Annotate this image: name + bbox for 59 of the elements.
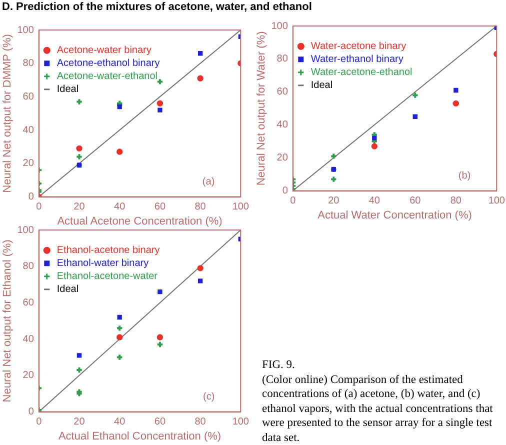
x-tick-label: 0 bbox=[36, 202, 42, 213]
x-tick-label: 100 bbox=[232, 416, 250, 428]
x-axis-title: Actual Ethanol Concentration (%) bbox=[58, 430, 222, 442]
x-tick-label: 60 bbox=[410, 196, 422, 207]
annotation: (c) bbox=[202, 392, 215, 403]
x-axis-title: Actual Water Concentration (%) bbox=[318, 209, 472, 222]
x-tick-label: 60 bbox=[154, 416, 166, 428]
y-tick-label: 100 bbox=[271, 20, 288, 32]
legend-label: Ethanol-acetone binary bbox=[56, 245, 160, 256]
y-tick-label: 40 bbox=[22, 124, 34, 136]
y-tick-label: 80 bbox=[22, 58, 34, 70]
x-tick-label: 80 bbox=[450, 196, 462, 207]
y-axis-title: Neural Net output for Water (%) bbox=[256, 31, 268, 186]
x-axis-title: Actual Acetone Concentration (%) bbox=[57, 215, 222, 228]
y-tick-label: 60 bbox=[22, 91, 34, 102]
y-tick-label: 80 bbox=[276, 54, 288, 65]
legend-label: Ideal bbox=[56, 284, 79, 296]
y-tick-label: 0 bbox=[28, 406, 34, 418]
legend-label: Acetone-water binary bbox=[56, 45, 152, 56]
y-axis-title: Neural Net output for Ethanol (%) bbox=[2, 240, 14, 402]
x-tick-label: 80 bbox=[194, 202, 206, 213]
legend-label: Water-acetone binary bbox=[310, 41, 406, 52]
y-tick-label: 0 bbox=[282, 186, 288, 197]
x-tick-label: 0 bbox=[290, 196, 296, 207]
y-tick-label: 60 bbox=[22, 297, 34, 308]
chart-title: D. Prediction of the mixtures of acetone, water, and ethanol bbox=[2, 1, 312, 13]
y-tick-label: 20 bbox=[22, 158, 34, 170]
x-tick-label: 40 bbox=[368, 196, 380, 207]
x-tick-label: 20 bbox=[74, 202, 86, 213]
x-tick-label: 20 bbox=[74, 416, 86, 428]
x-tick-label: 40 bbox=[114, 202, 126, 213]
legend-label: Acetone-water-ethanol bbox=[56, 71, 158, 82]
legend-label: Water-ethanol binary bbox=[310, 54, 404, 66]
y-tick-label: 100 bbox=[17, 224, 34, 236]
y-tick-label: 100 bbox=[17, 24, 34, 36]
y-axis-title: Neural Net output for DMMP (%) bbox=[2, 34, 14, 193]
text: (Color online) Comparison of the estimated concentrations of (a) acetone, (b) water, and (c) ethanol vapors, with the actual concentrations that were presented to the sensor array for a single test data set. bbox=[262, 372, 494, 445]
y-tick-label: 20 bbox=[22, 370, 34, 382]
x-tick-label: 100 bbox=[232, 202, 250, 213]
x-tick-label: 20 bbox=[328, 196, 340, 207]
legend-label: Water-acetone-ethanol bbox=[310, 67, 412, 78]
annotation: (b) bbox=[458, 170, 471, 182]
x-tick-label: 100 bbox=[488, 196, 506, 207]
y-tick-label: 40 bbox=[276, 120, 288, 131]
caption: FIG. 9. bbox=[262, 358, 296, 372]
y-tick-label: 60 bbox=[276, 86, 288, 98]
y-tick-label: 80 bbox=[22, 261, 34, 272]
legend-label: Ideal bbox=[310, 80, 333, 92]
x-tick-label: 0 bbox=[36, 416, 42, 428]
y-tick-label: 40 bbox=[22, 334, 34, 345]
x-tick-label: 80 bbox=[194, 416, 206, 428]
annotation: (a) bbox=[202, 176, 215, 188]
legend-label: Ethanol-water binary bbox=[56, 258, 149, 270]
legend-label: Ideal bbox=[56, 84, 79, 96]
x-tick-label: 40 bbox=[114, 416, 126, 428]
y-tick-label: 20 bbox=[276, 152, 288, 164]
x-tick-label: 60 bbox=[154, 202, 166, 213]
legend-label: Acetone-ethanol binary bbox=[56, 58, 160, 70]
legend-label: Ethanol-acetone-water bbox=[56, 271, 158, 282]
